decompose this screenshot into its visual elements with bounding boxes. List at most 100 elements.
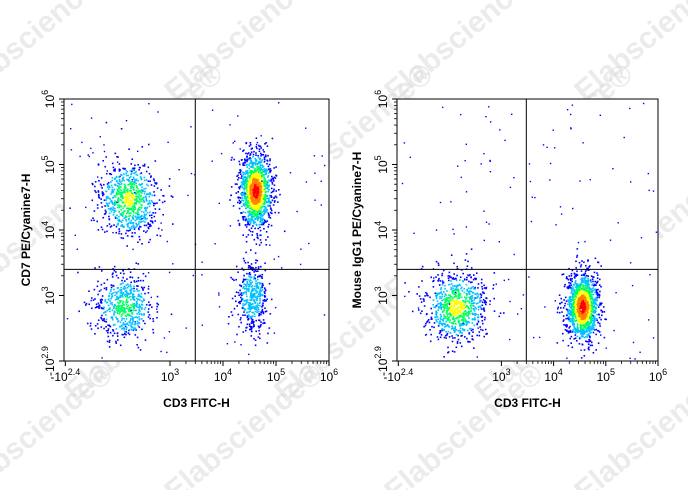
event-point	[586, 312, 589, 315]
event-point	[248, 195, 251, 198]
event-point	[112, 214, 115, 216]
event-point	[452, 307, 455, 309]
event-point	[121, 223, 124, 226]
event-point	[250, 158, 252, 160]
event-point	[100, 302, 103, 304]
event-point	[118, 305, 120, 307]
event-point	[466, 304, 468, 307]
event-point	[470, 327, 472, 330]
event-point	[131, 196, 133, 199]
event-point	[431, 318, 433, 320]
event-point	[252, 225, 254, 227]
event-point	[242, 178, 244, 180]
event-point	[132, 294, 134, 297]
event-point	[240, 184, 242, 187]
event-point	[262, 218, 264, 221]
event-point	[247, 196, 250, 198]
event-point	[105, 288, 108, 291]
event-point	[245, 291, 247, 293]
event-point	[118, 215, 120, 218]
event-point	[254, 209, 257, 212]
event-point	[129, 170, 132, 172]
event-point	[117, 219, 119, 222]
event-point	[278, 189, 280, 191]
event-point	[148, 301, 150, 303]
event-point	[426, 321, 428, 323]
x-tick-label: 104	[214, 367, 232, 384]
event-point	[148, 225, 151, 228]
event-point	[469, 290, 472, 293]
event-point	[574, 314, 576, 316]
event-point	[214, 243, 216, 245]
event-point	[141, 287, 144, 290]
event-point	[133, 298, 135, 301]
event-point	[251, 268, 253, 270]
event-point	[255, 308, 258, 310]
event-point	[594, 301, 596, 304]
event-point	[253, 238, 256, 241]
event-point	[133, 172, 135, 175]
event-point	[435, 311, 437, 313]
event-point	[247, 222, 249, 224]
event-point	[460, 296, 463, 299]
event-point	[133, 302, 136, 305]
event-point	[141, 243, 143, 245]
event-point	[129, 289, 131, 292]
event-point	[97, 302, 100, 304]
event-point	[283, 230, 286, 233]
event-point	[123, 205, 126, 208]
event-point	[270, 191, 273, 194]
event-point	[473, 288, 475, 290]
event-point	[483, 287, 486, 289]
event-point	[586, 334, 589, 336]
event-point	[125, 174, 128, 177]
event-point	[458, 302, 461, 305]
event-point	[235, 300, 237, 303]
event-point	[107, 304, 110, 307]
event-point	[453, 300, 455, 302]
event-point	[256, 233, 258, 235]
event-point	[259, 185, 262, 188]
event-point	[240, 300, 242, 303]
event-point	[296, 210, 298, 213]
event-point	[455, 307, 457, 309]
event-point	[127, 308, 129, 311]
event-point	[127, 230, 130, 232]
event-point	[244, 211, 247, 214]
event-point	[149, 193, 152, 196]
event-point	[264, 287, 266, 289]
event-point	[168, 331, 171, 333]
event-point	[143, 215, 145, 218]
event-point	[122, 312, 124, 315]
event-point	[121, 192, 123, 195]
event-point	[272, 190, 274, 193]
event-point	[115, 308, 117, 310]
event-point	[259, 214, 261, 216]
event-point	[260, 186, 263, 189]
event-point	[134, 232, 136, 234]
event-point	[238, 196, 240, 199]
event-point	[450, 310, 452, 313]
event-point	[116, 192, 118, 195]
event-point	[250, 286, 253, 288]
event-point	[573, 331, 575, 333]
event-point	[133, 195, 135, 197]
event-point	[118, 168, 121, 171]
event-point	[257, 190, 259, 192]
event-point	[96, 220, 98, 223]
event-point	[126, 178, 128, 181]
event-point	[424, 324, 427, 327]
event-point	[567, 317, 569, 320]
event-point	[131, 326, 134, 328]
event-point	[242, 211, 245, 213]
event-point	[145, 207, 147, 210]
event-point	[476, 292, 479, 295]
event-point	[261, 182, 263, 184]
event-point	[425, 313, 428, 316]
event-point	[120, 291, 123, 294]
event-point	[121, 174, 123, 176]
event-point	[137, 150, 139, 152]
event-point	[118, 219, 120, 221]
event-point	[243, 204, 245, 206]
event-point	[240, 317, 242, 319]
